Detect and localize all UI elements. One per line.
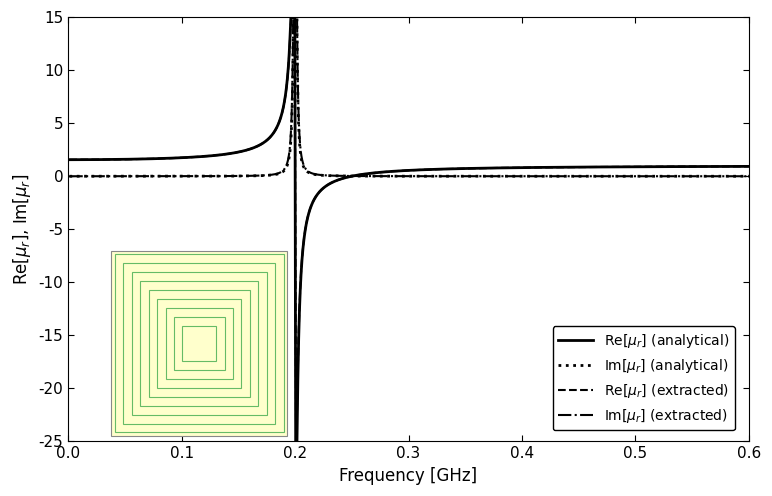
Re[$\mu_r$] (analytical) [507,165,516,171]
Re[$\mu_r$] (extracted) [624,164,633,170]
Im[$\mu_r$] (extracted) [188,173,198,179]
X-axis label: Frequency [GHz]: Frequency [GHz] [340,467,478,485]
Re[$\mu_r$] (analytical) [744,163,753,169]
Im[$\mu_r$] (extracted) [624,173,633,179]
Bar [111,250,287,436]
Bar [165,308,233,379]
Im[$\mu_r$] (extracted) [65,173,74,179]
Im[$\mu_r$] (analytical) [188,173,198,179]
Re[$\mu_r$] (extracted) [324,181,334,187]
Im[$\mu_r$] (extracted) [472,173,482,179]
Bar [185,328,214,359]
Im[$\mu_r$] (extracted) [289,14,298,20]
Re[$\mu_r$] (analytical) [286,14,296,20]
Y-axis label: Re[$\mu_r$], Im[$\mu_r$]: Re[$\mu_r$], Im[$\mu_r$] [11,174,33,285]
Line: Im[$\mu_r$] (extracted): Im[$\mu_r$] (extracted) [69,17,749,176]
Im[$\mu_r$] (analytical) [744,173,753,179]
Bar [157,299,242,388]
Re[$\mu_r$] (extracted) [744,163,753,169]
Im[$\mu_r$] (analytical) [624,173,633,179]
Bar [111,250,287,436]
Im[$\mu_r$] (analytical) [324,173,334,179]
Im[$\mu_r$] (analytical) [65,173,74,179]
Bar [132,272,267,415]
Re[$\mu_r$] (extracted) [572,164,581,170]
Re[$\mu_r$] (extracted) [292,431,301,437]
Im[$\mu_r$] (analytical) [572,173,581,179]
Im[$\mu_r$] (extracted) [744,173,753,179]
Im[$\mu_r$] (analytical) [289,14,298,20]
Re[$\mu_r$] (extracted) [188,154,198,160]
Legend: Re[$\mu_r$] (analytical), Im[$\mu_r$] (analytical), Re[$\mu_r$] (extracted), Im[: Re[$\mu_r$] (analytical), Im[$\mu_r$] (a… [553,326,735,431]
Im[$\mu_r$] (extracted) [324,173,334,179]
Bar [124,263,275,424]
Re[$\mu_r$] (analytical) [624,164,633,170]
Im[$\mu_r$] (extracted) [572,173,581,179]
Re[$\mu_r$] (analytical) [188,154,198,160]
Re[$\mu_r$] (analytical) [572,164,581,170]
Line: Im[$\mu_r$] (analytical): Im[$\mu_r$] (analytical) [69,17,749,176]
Bar [141,281,259,406]
Re[$\mu_r$] (analytical) [65,157,74,163]
Re[$\mu_r$] (analytical) [291,449,300,455]
Im[$\mu_r$] (analytical) [506,173,516,179]
Re[$\mu_r$] (extracted) [507,165,516,171]
Line: Re[$\mu_r$] (extracted): Re[$\mu_r$] (extracted) [69,17,749,434]
Im[$\mu_r$] (analytical) [472,173,482,179]
Line: Re[$\mu_r$] (analytical): Re[$\mu_r$] (analytical) [69,17,749,452]
Im[$\mu_r$] (extracted) [506,173,516,179]
Bar [115,254,283,433]
Re[$\mu_r$] (analytical) [472,165,482,171]
Re[$\mu_r$] (analytical) [324,181,334,187]
Re[$\mu_r$] (extracted) [472,165,482,171]
Bar [182,325,216,361]
Bar [174,316,225,370]
Bar [149,290,250,397]
Re[$\mu_r$] (extracted) [65,157,74,163]
Re[$\mu_r$] (extracted) [286,14,296,20]
